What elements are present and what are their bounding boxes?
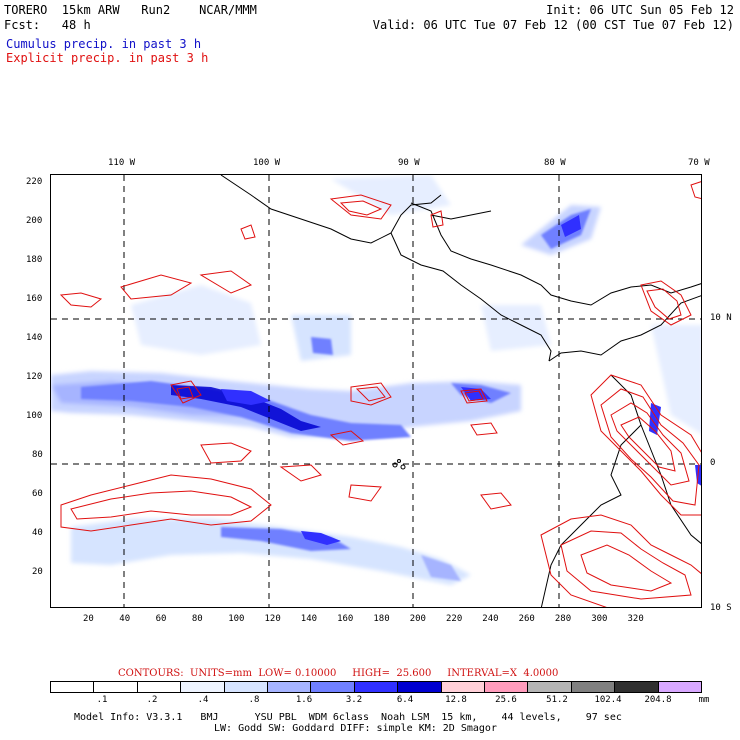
legend-label: .2 — [146, 695, 158, 705]
legend-swatch — [398, 682, 442, 692]
legend-swatch — [268, 682, 312, 692]
valid-time: Valid: 06 UTC Tue 07 Feb 12 (00 CST Tue … — [372, 18, 734, 32]
x-label: 100 — [228, 614, 245, 624]
x-label: 200 — [409, 614, 426, 624]
explicit-precip-contours — [59, 181, 701, 607]
legend-label: 1.6 — [295, 695, 313, 705]
cumulus-light-areas — [51, 175, 701, 585]
y-label: 20 — [32, 567, 43, 577]
map-svg — [51, 175, 701, 607]
x-label: 40 — [119, 614, 131, 624]
lat-label-10s: 10 S — [710, 603, 732, 613]
y-label: 180 — [26, 255, 43, 265]
legend-swatch — [51, 682, 95, 692]
legend-swatch — [354, 682, 399, 692]
explicit-label: Explicit precip. in past 3 h — [6, 51, 209, 65]
legend-swatch — [485, 682, 529, 692]
legend-label: 51.2 — [546, 695, 568, 705]
y-label: 100 — [26, 411, 43, 421]
legend-swatch — [94, 682, 138, 692]
x-label: 260 — [518, 614, 535, 624]
y-label: 80 — [32, 450, 43, 460]
lat-label-10n: 10 N — [710, 313, 732, 323]
x-label: 180 — [373, 614, 390, 624]
x-label: 20 — [83, 614, 94, 624]
model-info: Model Info: V3.3.1 BMJ YSU PBL WDM 6clas… — [74, 712, 622, 723]
legend-swatch — [528, 682, 572, 692]
x-label: 60 — [155, 614, 167, 624]
x-label: 220 — [446, 614, 463, 624]
legend-label: 25.6 — [495, 695, 517, 705]
legend-swatch — [224, 682, 269, 692]
x-label: 240 — [482, 614, 499, 624]
x-label: 80 — [191, 614, 203, 624]
legend-label: 204.8 — [644, 695, 672, 705]
legend-label: 12.8 — [445, 695, 467, 705]
coastlines — [220, 175, 701, 607]
title-line-1: TORERO 15km ARW Run2 NCAR/MMM — [4, 3, 257, 17]
legend-swatch — [181, 682, 225, 692]
legend-swatch — [615, 682, 659, 692]
cumulus-label: Cumulus precip. in past 3 h — [6, 37, 202, 51]
cumulus-dark-areas — [171, 215, 701, 545]
y-label: 160 — [26, 294, 43, 304]
contour-info: CONTOURS: UNITS=mm LOW= 0.10000 HIGH= 25… — [118, 668, 559, 679]
x-label: 280 — [554, 614, 572, 624]
x-label: 120 — [264, 614, 281, 624]
legend-label: .1 — [96, 695, 108, 705]
legend-label: 3.2 — [345, 695, 363, 705]
y-label: 40 — [32, 528, 43, 538]
model-physics: LW: Godd SW: Goddard DIFF: simple KM: 2D… — [214, 723, 497, 734]
x-label: 160 — [337, 614, 354, 624]
y-label: 140 — [26, 333, 43, 343]
legend-swatch — [311, 682, 355, 692]
lon-label-80w: 80 W — [544, 158, 566, 168]
lon-label-110w: 110 W — [108, 158, 136, 168]
x-label: 320 — [627, 614, 644, 624]
precip-map — [50, 174, 702, 608]
init-time: Init: 06 UTC Sun 05 Feb 12 — [546, 3, 734, 17]
y-label: 220 — [26, 177, 43, 187]
legend-label: 102.4 — [594, 695, 622, 705]
legend-unit: mm — [698, 695, 710, 705]
y-label: 200 — [26, 216, 43, 226]
legend-label: .4 — [197, 695, 209, 705]
lon-label-100w: 100 W — [253, 158, 281, 168]
legend-label: 6.4 — [396, 695, 414, 705]
color-legend — [50, 681, 702, 693]
y-label: 60 — [32, 489, 43, 499]
legend-swatch — [137, 682, 182, 692]
x-label: 300 — [591, 614, 608, 624]
y-label: 120 — [26, 372, 43, 382]
lon-label-70w: 70 W — [688, 158, 710, 168]
lat-label-0: 0 — [710, 458, 716, 468]
legend-swatch — [571, 682, 616, 692]
forecast-hour: Fcst: 48 h — [4, 18, 91, 32]
legend-swatch — [441, 682, 486, 692]
legend-swatch — [658, 682, 702, 692]
x-label: 140 — [300, 614, 318, 624]
grid-lines — [51, 175, 701, 607]
legend-label: .8 — [248, 695, 260, 705]
lon-label-90w: 90 W — [398, 158, 420, 168]
